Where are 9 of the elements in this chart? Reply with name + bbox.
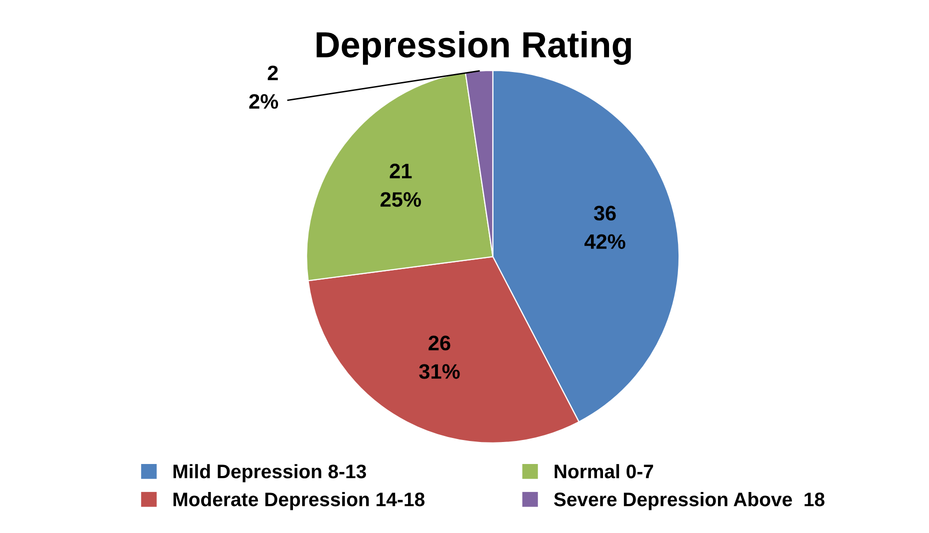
legend-label: Normal 0-7 [554,464,654,478]
data-label: 36 42% [584,206,626,249]
chart-title: Depression Rating [316,31,631,65]
legend-label: Mild Depression 8-13 [174,464,366,482]
data-label: 26 31% [419,336,460,379]
data-label: 21 25% [380,164,421,207]
data-label: 2 2% [249,66,278,109]
legend-label: Moderate Depression 14-18 [174,492,425,510]
legend-label: Severe Depression Above 18 [554,492,824,510]
